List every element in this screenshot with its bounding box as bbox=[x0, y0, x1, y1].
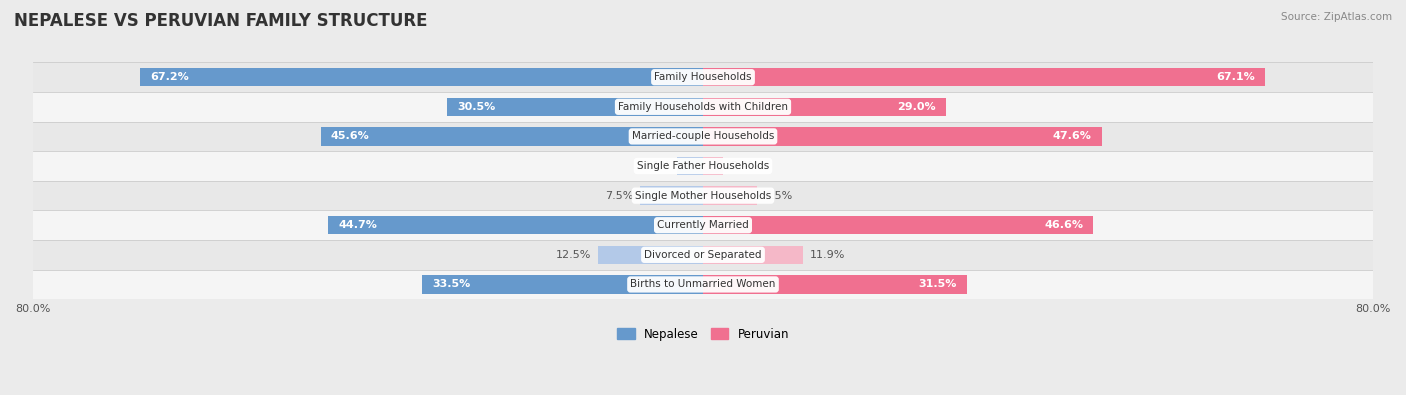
Text: 30.5%: 30.5% bbox=[457, 102, 496, 112]
Text: 2.4%: 2.4% bbox=[730, 161, 758, 171]
Text: 67.1%: 67.1% bbox=[1216, 72, 1256, 82]
Bar bbox=[329, 216, 703, 234]
Text: 12.5%: 12.5% bbox=[557, 250, 592, 260]
Text: 3.1%: 3.1% bbox=[643, 161, 671, 171]
Text: 6.5%: 6.5% bbox=[765, 191, 793, 201]
Bar bbox=[703, 98, 946, 116]
Bar bbox=[32, 270, 1374, 299]
Text: 29.0%: 29.0% bbox=[897, 102, 936, 112]
Bar bbox=[703, 246, 803, 264]
Text: 7.5%: 7.5% bbox=[605, 191, 634, 201]
Text: Family Households with Children: Family Households with Children bbox=[619, 102, 787, 112]
Text: Family Households: Family Households bbox=[654, 72, 752, 82]
Bar bbox=[32, 151, 1374, 181]
Text: Divorced or Separated: Divorced or Separated bbox=[644, 250, 762, 260]
Bar bbox=[599, 246, 703, 264]
Text: 44.7%: 44.7% bbox=[339, 220, 377, 230]
Text: Single Mother Households: Single Mother Households bbox=[636, 191, 770, 201]
Legend: Nepalese, Peruvian: Nepalese, Peruvian bbox=[612, 323, 794, 346]
Bar bbox=[640, 186, 703, 205]
Text: 45.6%: 45.6% bbox=[330, 132, 370, 141]
Bar bbox=[703, 157, 723, 175]
Text: Births to Unmarried Women: Births to Unmarried Women bbox=[630, 279, 776, 290]
Text: 67.2%: 67.2% bbox=[150, 72, 188, 82]
Text: 11.9%: 11.9% bbox=[810, 250, 845, 260]
Text: 33.5%: 33.5% bbox=[433, 279, 471, 290]
Text: 47.6%: 47.6% bbox=[1053, 132, 1092, 141]
Text: Source: ZipAtlas.com: Source: ZipAtlas.com bbox=[1281, 12, 1392, 22]
Bar bbox=[703, 68, 1265, 87]
Bar bbox=[32, 240, 1374, 270]
Bar bbox=[678, 157, 703, 175]
Bar bbox=[32, 92, 1374, 122]
Bar bbox=[703, 216, 1094, 234]
Bar bbox=[703, 186, 758, 205]
Bar bbox=[32, 211, 1374, 240]
Bar bbox=[141, 68, 703, 87]
Text: Single Father Households: Single Father Households bbox=[637, 161, 769, 171]
Bar bbox=[321, 127, 703, 146]
Bar bbox=[32, 122, 1374, 151]
Bar bbox=[32, 62, 1374, 92]
Text: 31.5%: 31.5% bbox=[918, 279, 957, 290]
Text: 46.6%: 46.6% bbox=[1045, 220, 1084, 230]
Bar bbox=[422, 275, 703, 293]
Bar bbox=[447, 98, 703, 116]
Bar bbox=[32, 181, 1374, 211]
Bar bbox=[703, 127, 1102, 146]
Text: NEPALESE VS PERUVIAN FAMILY STRUCTURE: NEPALESE VS PERUVIAN FAMILY STRUCTURE bbox=[14, 12, 427, 30]
Bar bbox=[703, 275, 967, 293]
Text: Married-couple Households: Married-couple Households bbox=[631, 132, 775, 141]
Text: Currently Married: Currently Married bbox=[657, 220, 749, 230]
